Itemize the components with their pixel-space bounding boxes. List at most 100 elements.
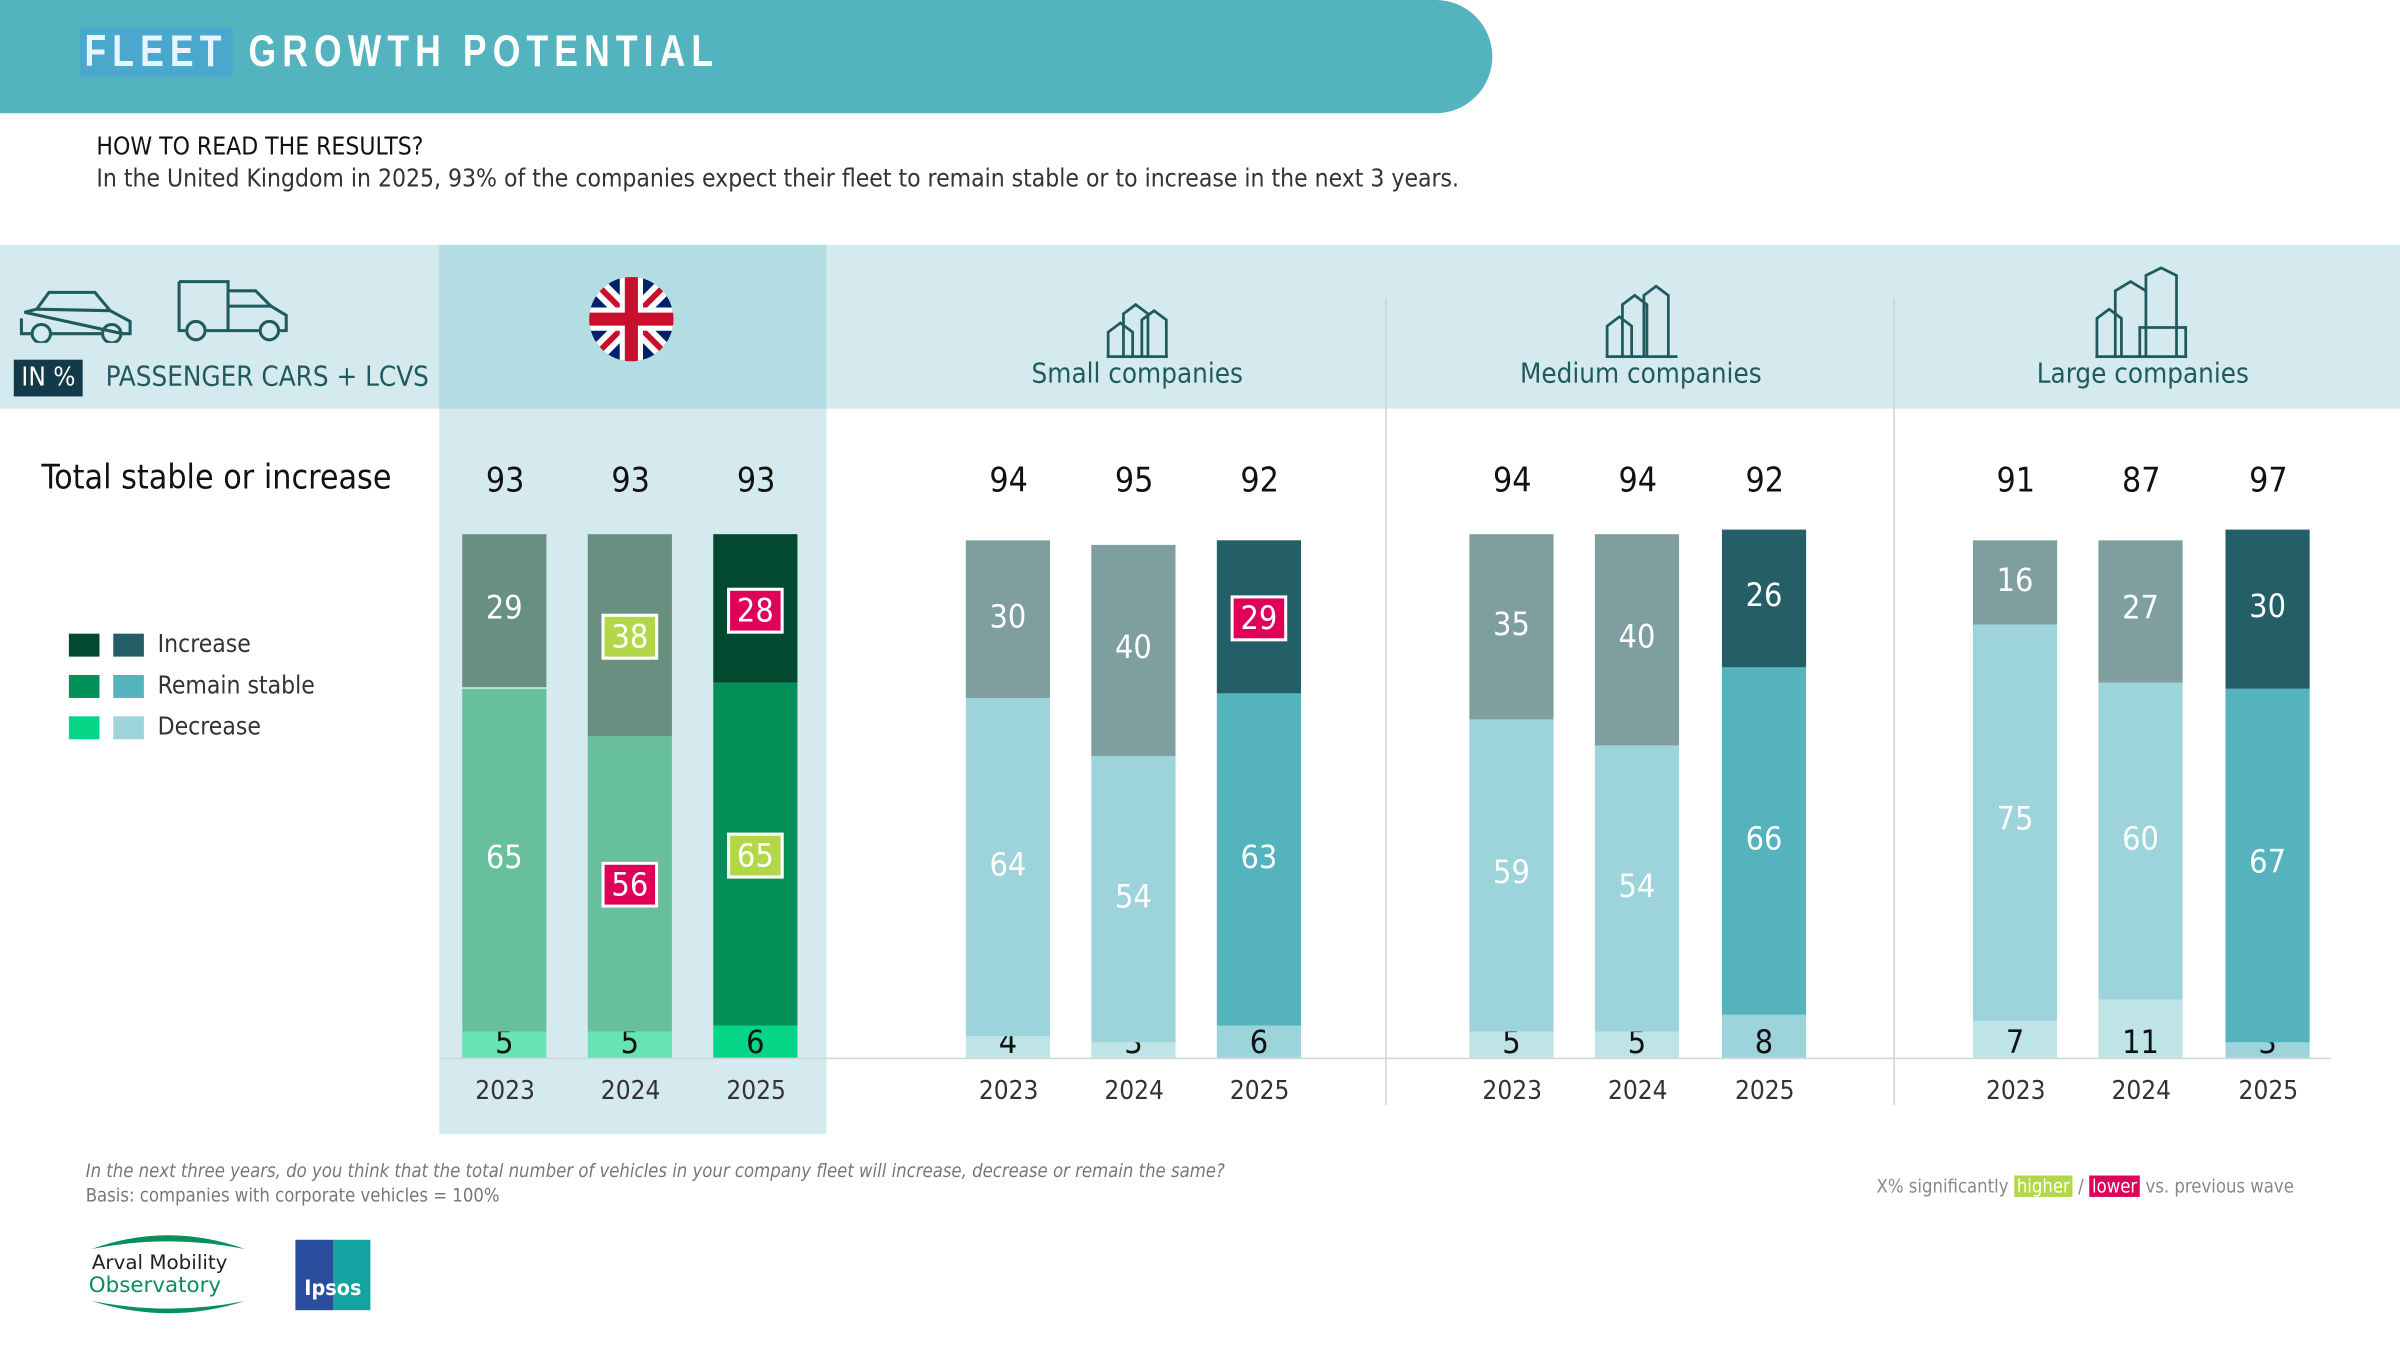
bar-decrease <box>1594 1031 1680 1058</box>
year-label: 2023 <box>1986 1076 2046 1107</box>
bar-increase <box>2098 540 2183 683</box>
legend-item-increase: Increase <box>68 629 251 659</box>
bar-stable <box>462 688 547 1032</box>
year-label: 2023 <box>978 1076 1039 1107</box>
value-label-increase: 29 <box>1217 595 1301 642</box>
page-title: FLEET GROWTH POTENTIAL <box>79 27 720 79</box>
bar-stable <box>1972 624 2058 1021</box>
sig-lower-badge: 28 <box>727 587 783 634</box>
legend-swatch <box>68 674 100 698</box>
year-label: 2024 <box>1104 1076 1164 1107</box>
value-label-decrease: 7 <box>2005 1023 2025 1061</box>
ipsos-logo: Ipsos <box>295 1239 371 1311</box>
bar-stable <box>1216 693 1302 1026</box>
vehicle-type-label: PASSENGER CARS + LCVS <box>105 361 429 394</box>
svg-text:Observatory: Observatory <box>89 1273 222 1298</box>
significance-legend: X% significantly higher / lower vs. prev… <box>1876 1175 2294 1197</box>
total-value: 95 <box>1114 462 1154 501</box>
value-label-stable: 54 <box>1114 877 1152 915</box>
bar-decrease <box>965 1036 1050 1058</box>
value-label-increase: 29 <box>485 589 523 627</box>
bar-stable <box>1721 666 1807 1016</box>
value-label-stable: 54 <box>1618 867 1656 904</box>
bar-increase <box>1721 529 1807 667</box>
bar-decrease <box>2225 1041 2310 1058</box>
year-label: 2023 <box>1482 1076 1543 1107</box>
total-value: 91 <box>1996 462 2036 501</box>
group-title-medium: Medium companies <box>1519 358 1762 391</box>
year-label: 2023 <box>475 1076 535 1107</box>
legend-label: Remain stable <box>157 670 315 700</box>
year-label: 2024 <box>1607 1076 1668 1107</box>
value-label-increase: 16 <box>1996 560 2034 598</box>
year-label: 2025 <box>726 1076 786 1107</box>
arval-logo: Arval Mobility Observatory <box>89 1235 245 1314</box>
bar-decrease <box>713 1025 798 1058</box>
header-band <box>0 244 2400 409</box>
value-label-increase: 27 <box>2122 589 2159 627</box>
bar-decrease <box>1469 1031 1554 1058</box>
value-label-decrease: 5 <box>495 1023 514 1061</box>
bar-decrease <box>2098 999 2183 1058</box>
bar-increase <box>1594 534 1680 747</box>
value-label-decrease: 11 <box>2122 1023 2159 1061</box>
year-label: 2025 <box>2238 1076 2299 1107</box>
footnote-basis: Basis: companies with corporate vehicles… <box>85 1184 500 1207</box>
value-label-stable: 63 <box>1240 838 1278 875</box>
car-icon <box>19 290 132 343</box>
footnote-question: In the next three years, do you think th… <box>85 1160 1225 1182</box>
bar-stable <box>2225 688 2310 1042</box>
bar-stable <box>965 698 1050 1037</box>
medium-buildings-icon <box>1605 284 1678 359</box>
sig-sep: / <box>2078 1175 2084 1197</box>
sig-lower-badge: 29 <box>1231 595 1287 642</box>
title-banner <box>0 0 1493 114</box>
title-highlight: FLEET <box>79 27 233 77</box>
value-label-stable: 65 <box>485 838 523 875</box>
total-value: 93 <box>611 462 650 501</box>
title-rest: GROWTH POTENTIAL <box>248 27 720 77</box>
bar-decrease <box>1091 1041 1176 1058</box>
large-buildings-icon <box>2095 266 2188 359</box>
group-title-small: Small companies <box>1031 358 1243 391</box>
bar-increase <box>1091 545 1176 757</box>
legend-swatch <box>68 633 100 657</box>
value-label-decrease: 5 <box>1627 1023 1647 1061</box>
value-label-decrease: 5 <box>1502 1023 1521 1061</box>
bar-decrease <box>587 1031 672 1058</box>
sig-higher-badge: 38 <box>602 613 658 660</box>
bar-increase <box>2225 529 2310 689</box>
value-label-increase: 26 <box>1745 576 1783 614</box>
legend-label: Increase <box>157 629 251 659</box>
value-label-increase: 30 <box>989 597 1027 635</box>
value-label-stable: 67 <box>2249 843 2286 881</box>
year-label: 2024 <box>600 1076 661 1107</box>
bar-decrease <box>462 1031 547 1058</box>
bar-increase <box>1469 534 1554 720</box>
legend-swatch <box>113 674 144 698</box>
sig-lower-badge: 56 <box>602 861 658 908</box>
total-value: 93 <box>736 462 776 501</box>
sig-prefix: X% significantly <box>1876 1175 2009 1197</box>
svg-text:Arval Mobility: Arval Mobility <box>92 1251 228 1274</box>
value-label-increase: 35 <box>1493 605 1530 643</box>
total-value: 87 <box>2122 462 2161 501</box>
sig-higher: higher <box>2013 1175 2073 1197</box>
bar-decrease <box>1216 1025 1302 1058</box>
uk-flag-icon <box>589 276 674 362</box>
value-label-stable: 65 <box>713 832 797 879</box>
value-label-increase: 40 <box>1618 619 1656 656</box>
year-label: 2024 <box>2111 1076 2172 1107</box>
total-value: 92 <box>1745 462 1785 501</box>
divider <box>1893 298 1895 1106</box>
value-label-decrease: 6 <box>1249 1023 1269 1061</box>
legend-swatch <box>113 716 144 740</box>
bar-stable <box>2098 682 2183 1000</box>
total-value: 94 <box>1492 462 1532 501</box>
bar-stable <box>1091 756 1176 1042</box>
total-label: Total stable or increase <box>41 459 392 498</box>
value-label-increase: 28 <box>713 587 797 634</box>
legend-swatch <box>113 633 144 657</box>
total-value: 92 <box>1240 462 1279 501</box>
value-label-decrease: 6 <box>746 1023 765 1061</box>
